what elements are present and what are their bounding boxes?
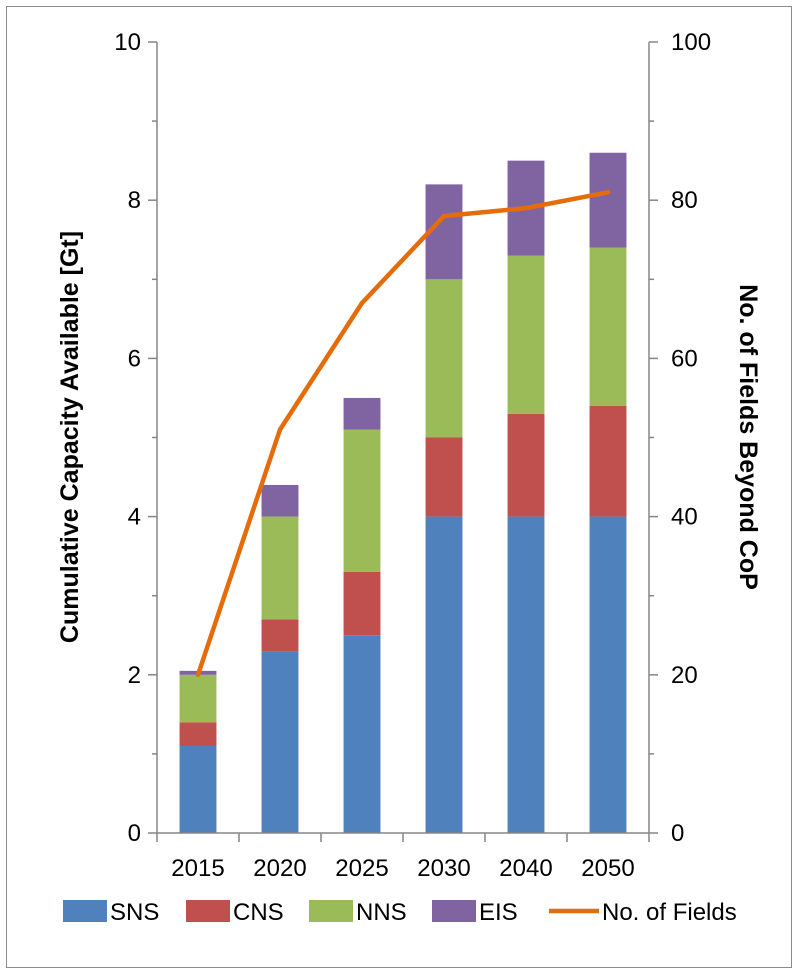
- bar-eis-2050: [589, 152, 627, 248]
- legend: SNS CNS NNS EIS No. of Fields: [63, 899, 737, 926]
- legend-swatch-eis: [432, 900, 476, 922]
- legend-label-sns: SNS: [110, 899, 159, 926]
- x-tick-label: 2050: [581, 855, 634, 882]
- legend-label-nns: NNS: [356, 899, 407, 926]
- legend-swatch-nns: [309, 900, 353, 922]
- bar-nns-2050: [589, 247, 627, 406]
- x-tick-label: 2040: [499, 855, 552, 882]
- y-tick-label: 6: [128, 345, 141, 372]
- line-no-of-fields: [195, 190, 611, 678]
- bar-nns-2025: [343, 429, 381, 572]
- axes-layer: [148, 41, 658, 842]
- bar-sns-2020: [261, 651, 299, 833]
- y2-tick-label: 0: [671, 820, 684, 847]
- y2-axis-title: No. of Fields Beyond CoP: [734, 284, 762, 590]
- bars-layer: [179, 152, 627, 833]
- legend-label-no-of-fields: No. of Fields: [602, 899, 737, 926]
- bar-cns-2020: [261, 619, 299, 652]
- bar-eis-2025: [343, 397, 381, 430]
- legend-swatch-sns: [63, 900, 107, 922]
- bar-cns-2015: [179, 722, 217, 746]
- bar-cns-2030: [425, 437, 463, 517]
- y-tick-label: 4: [128, 504, 141, 531]
- y2-tick-label: 60: [671, 345, 698, 372]
- y2-tick-label: 80: [671, 187, 698, 214]
- line-layer: [195, 190, 611, 678]
- bar-cns-2040: [507, 413, 545, 517]
- bar-sns-2050: [589, 516, 627, 833]
- y-tick-label: 10: [114, 29, 141, 56]
- x-tick-label: 2020: [253, 855, 306, 882]
- legend-label-cns: CNS: [233, 899, 284, 926]
- bar-sns-2030: [425, 516, 463, 833]
- x-tick-label: 2030: [417, 855, 470, 882]
- y-axis-title: Cumulative Capacity Available [Gt]: [56, 231, 84, 643]
- bar-nns-2020: [261, 516, 299, 620]
- y2-tick-label: 20: [671, 662, 698, 689]
- bar-nns-2015: [179, 674, 217, 723]
- bar-cns-2050: [589, 405, 627, 517]
- bar-cns-2025: [343, 571, 381, 636]
- legend-label-eis: EIS: [479, 899, 518, 926]
- bar-nns-2030: [425, 279, 463, 438]
- y-tick-label: 0: [128, 820, 141, 847]
- y-tick-label: 8: [128, 187, 141, 214]
- y2-tick-label: 100: [671, 29, 711, 56]
- x-tick-label: 2015: [171, 855, 224, 882]
- bar-sns-2040: [507, 516, 545, 833]
- bar-sns-2015: [179, 745, 217, 833]
- y-tick-label: 2: [128, 662, 141, 689]
- legend-swatch-cns: [186, 900, 230, 922]
- y2-tick-label: 40: [671, 504, 698, 531]
- x-tick-label: 2025: [335, 855, 388, 882]
- bar-sns-2025: [343, 635, 381, 833]
- bar-nns-2040: [507, 255, 545, 414]
- chart-frame: [6, 6, 792, 968]
- bar-eis-2020: [261, 484, 299, 517]
